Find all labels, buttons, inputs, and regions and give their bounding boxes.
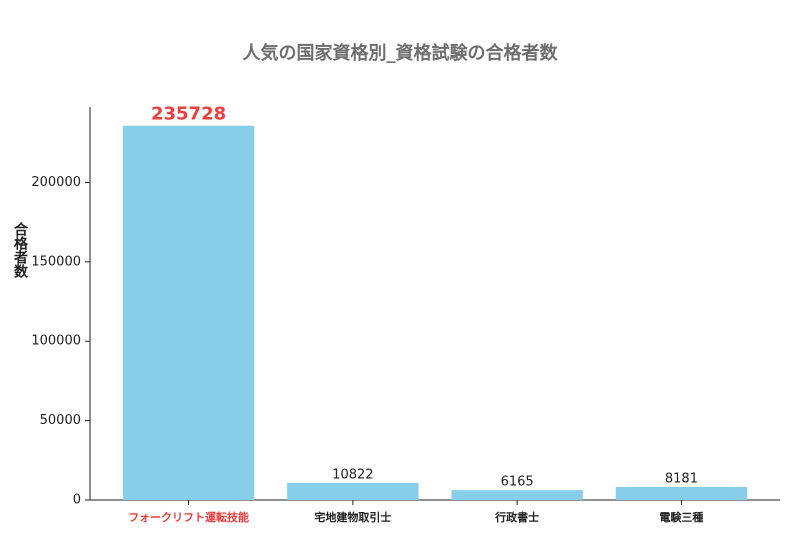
- x-tick-label: フォークリフト運転技能: [128, 510, 249, 524]
- chart-title: 人気の国家資格別_資格試験の合格者数: [243, 42, 559, 64]
- value-label: 235728: [151, 104, 226, 125]
- y-tick-label: 0: [73, 493, 81, 508]
- x-tick-label: 電験三種: [659, 510, 703, 524]
- y-tick-label: 50000: [40, 413, 81, 428]
- bar: [287, 482, 419, 500]
- y-tick-label: 200000: [31, 175, 81, 190]
- y-tick-label: 150000: [31, 254, 81, 269]
- x-tick-label: 宅地建物取引士: [314, 510, 391, 524]
- bar: [451, 490, 583, 500]
- value-label: 6165: [501, 475, 534, 490]
- value-label: 8181: [665, 472, 698, 487]
- value-label: 10822: [332, 467, 373, 482]
- bar: [615, 487, 748, 500]
- bar: [122, 125, 255, 500]
- x-tick-label: 行政書士: [494, 510, 539, 524]
- y-tick-label: 100000: [31, 334, 81, 349]
- y-axis-label: 合格者数: [12, 221, 28, 279]
